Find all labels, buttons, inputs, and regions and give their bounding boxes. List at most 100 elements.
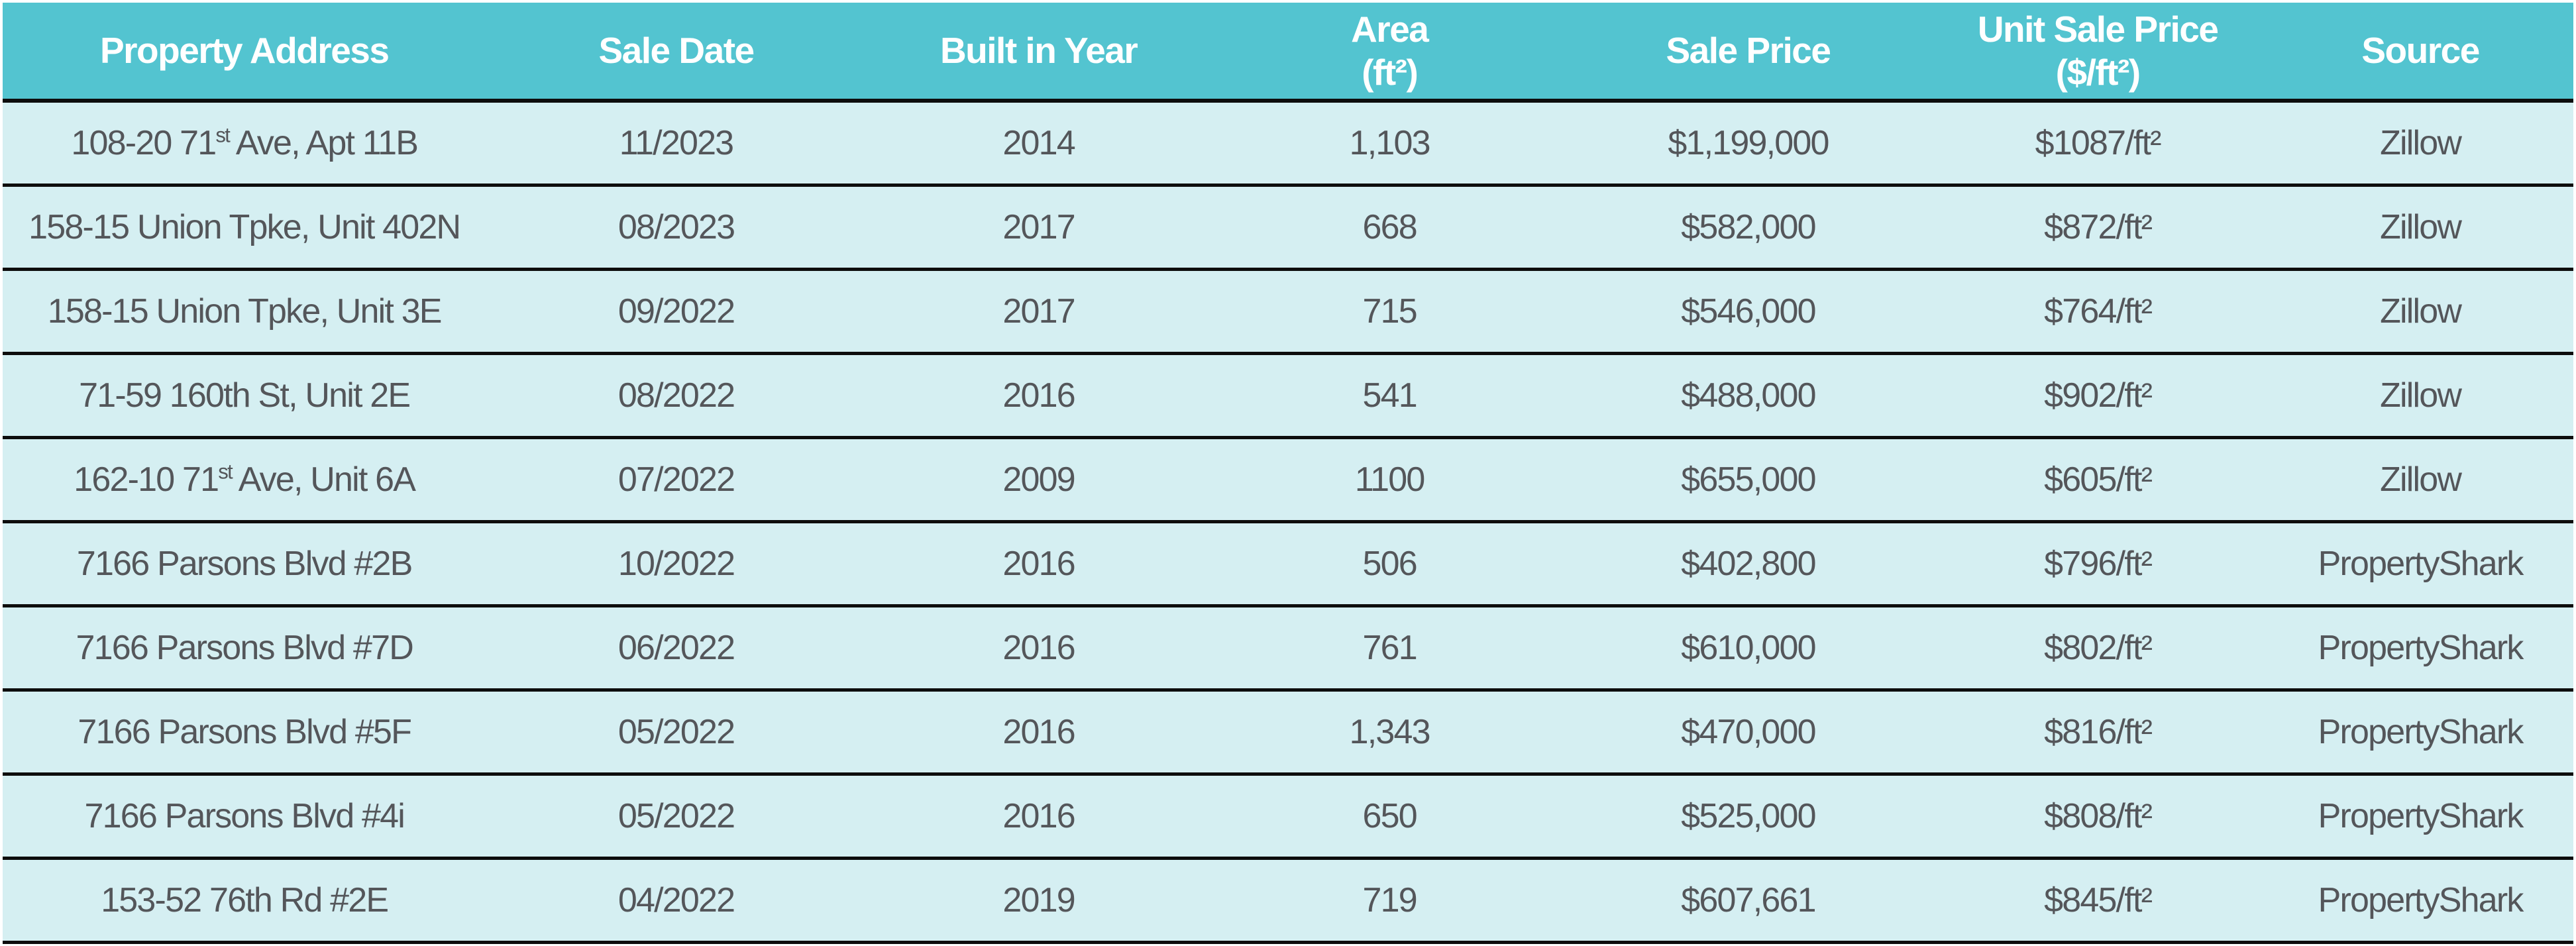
address-ordinal-superscript: st bbox=[215, 123, 230, 147]
cell-source: Zillow bbox=[2267, 101, 2573, 187]
cell-property-address: 108-20 71st Ave, Apt 11B bbox=[3, 101, 486, 187]
address-text: 7166 Parsons Blvd #2B bbox=[76, 545, 413, 583]
cell-sale-price: $655,000 bbox=[1568, 437, 1929, 523]
cell-built-in-year: 2016 bbox=[866, 521, 1211, 607]
cell-area: 761 bbox=[1210, 605, 1568, 692]
cell-unit-sale-price: $605/ft² bbox=[1928, 437, 2268, 523]
cell-source: PropertyShark bbox=[2267, 521, 2573, 607]
cell-property-address: 7166 Parsons Blvd #4i bbox=[3, 774, 486, 860]
cell-sale-date: 10/2022 bbox=[486, 521, 867, 607]
col-header-area: Area (ft²) bbox=[1210, 3, 1568, 103]
cell-area: 650 bbox=[1210, 774, 1568, 860]
table-row: 158-15 Union Tpke, Unit 402N 08/2023 201… bbox=[3, 185, 2573, 271]
cell-area: 1100 bbox=[1210, 437, 1568, 523]
cell-unit-sale-price: $872/ft² bbox=[1928, 185, 2268, 271]
col-header-label: Built in Year bbox=[939, 30, 1138, 72]
cell-unit-sale-price: $845/ft² bbox=[1928, 858, 2268, 944]
cell-area: 1,343 bbox=[1210, 690, 1568, 776]
cell-area: 1,103 bbox=[1210, 101, 1568, 187]
address-text: 158-15 Union Tpke, Unit 402N bbox=[28, 208, 461, 246]
col-header-sublabel: ($/ft²) bbox=[2055, 51, 2141, 93]
col-header-source: Source bbox=[2267, 3, 2573, 103]
cell-sale-price: $610,000 bbox=[1568, 605, 1929, 692]
cell-built-in-year: 2016 bbox=[866, 605, 1211, 692]
cell-sale-date: 08/2023 bbox=[486, 185, 867, 271]
cell-sale-date: 05/2022 bbox=[486, 774, 867, 860]
cell-sale-date: 05/2022 bbox=[486, 690, 867, 776]
cell-sale-price: $525,000 bbox=[1568, 774, 1929, 860]
cell-source: Zillow bbox=[2267, 353, 2573, 439]
address-text: 7166 Parsons Blvd #5F bbox=[78, 713, 412, 751]
address-text: 108-20 71 bbox=[71, 124, 217, 162]
col-header-label: Unit Sale Price bbox=[1977, 8, 2219, 50]
cell-source: Zillow bbox=[2267, 185, 2573, 271]
property-comps-table: Property Address Sale Date Built in Year… bbox=[3, 3, 2573, 944]
table-row: 108-20 71st Ave, Apt 11B 11/2023 2014 1,… bbox=[3, 101, 2573, 187]
cell-unit-sale-price: $796/ft² bbox=[1928, 521, 2268, 607]
cell-property-address: 7166 Parsons Blvd #2B bbox=[3, 521, 486, 607]
address-text: 153-52 76th Rd #2E bbox=[101, 881, 389, 920]
col-header-label: Source bbox=[2361, 30, 2480, 72]
address-text: 162-10 71 bbox=[74, 460, 219, 499]
cell-sale-date: 07/2022 bbox=[486, 437, 867, 523]
table-row: 7166 Parsons Blvd #5F 05/2022 2016 1,343… bbox=[3, 690, 2573, 776]
col-header-label: Property Address bbox=[99, 30, 390, 72]
cell-area: 719 bbox=[1210, 858, 1568, 944]
cell-area: 668 bbox=[1210, 185, 1568, 271]
col-header-sublabel: (ft²) bbox=[1362, 51, 1419, 93]
cell-source: Zillow bbox=[2267, 269, 2573, 355]
cell-sale-date: 04/2022 bbox=[486, 858, 867, 944]
table-row: 162-10 71st Ave, Unit 6A 07/2022 2009 11… bbox=[3, 437, 2573, 523]
cell-sale-price: $582,000 bbox=[1568, 185, 1929, 271]
col-header-sale-price: Sale Price bbox=[1568, 3, 1929, 103]
table-row: 71-59 160th St, Unit 2E 08/2022 2016 541… bbox=[3, 353, 2573, 439]
table-row: 7166 Parsons Blvd #7D 06/2022 2016 761 $… bbox=[3, 605, 2573, 692]
cell-sale-price: $402,800 bbox=[1568, 521, 1929, 607]
col-header-property-address: Property Address bbox=[3, 3, 486, 103]
cell-unit-sale-price: $802/ft² bbox=[1928, 605, 2268, 692]
cell-source: Zillow bbox=[2267, 437, 2573, 523]
cell-sale-price: $488,000 bbox=[1568, 353, 1929, 439]
address-text: 7166 Parsons Blvd #4i bbox=[84, 797, 405, 835]
cell-sale-date: 09/2022 bbox=[486, 269, 867, 355]
cell-sale-price: $470,000 bbox=[1568, 690, 1929, 776]
cell-area: 541 bbox=[1210, 353, 1568, 439]
cell-area: 715 bbox=[1210, 269, 1568, 355]
cell-sale-price: $546,000 bbox=[1568, 269, 1929, 355]
cell-property-address: 158-15 Union Tpke, Unit 402N bbox=[3, 185, 486, 271]
cell-built-in-year: 2014 bbox=[866, 101, 1211, 187]
cell-built-in-year: 2017 bbox=[866, 269, 1211, 355]
cell-source: PropertyShark bbox=[2267, 605, 2573, 692]
cell-unit-sale-price: $808/ft² bbox=[1928, 774, 2268, 860]
col-header-sale-date: Sale Date bbox=[486, 3, 867, 103]
cell-property-address: 71-59 160th St, Unit 2E bbox=[3, 353, 486, 439]
cell-unit-sale-price: $764/ft² bbox=[1928, 269, 2268, 355]
cell-unit-sale-price: $816/ft² bbox=[1928, 690, 2268, 776]
cell-built-in-year: 2016 bbox=[866, 774, 1211, 860]
col-header-label: Area bbox=[1351, 8, 1429, 50]
table-row: 7166 Parsons Blvd #4i 05/2022 2016 650 $… bbox=[3, 774, 2573, 860]
header-row: Property Address Sale Date Built in Year… bbox=[3, 3, 2573, 103]
cell-built-in-year: 2016 bbox=[866, 690, 1211, 776]
address-text: 158-15 Union Tpke, Unit 3E bbox=[47, 292, 443, 331]
col-header-unit-sale-price: Unit Sale Price ($/ft²) bbox=[1928, 3, 2268, 103]
col-header-label: Sale Date bbox=[598, 30, 755, 72]
cell-sale-date: 06/2022 bbox=[486, 605, 867, 692]
cell-property-address: 162-10 71st Ave, Unit 6A bbox=[3, 437, 486, 523]
cell-built-in-year: 2019 bbox=[866, 858, 1211, 944]
cell-property-address: 153-52 76th Rd #2E bbox=[3, 858, 486, 944]
table-row: 158-15 Union Tpke, Unit 3E 09/2022 2017 … bbox=[3, 269, 2573, 355]
cell-built-in-year: 2009 bbox=[866, 437, 1211, 523]
cell-source: PropertyShark bbox=[2267, 858, 2573, 944]
address-text: 71-59 160th St, Unit 2E bbox=[79, 376, 411, 415]
cell-property-address: 7166 Parsons Blvd #5F bbox=[3, 690, 486, 776]
address-text: 7166 Parsons Blvd #7D bbox=[76, 629, 413, 667]
cell-property-address: 7166 Parsons Blvd #7D bbox=[3, 605, 486, 692]
cell-built-in-year: 2017 bbox=[866, 185, 1211, 271]
cell-sale-date: 11/2023 bbox=[486, 101, 867, 187]
address-text-rest: Ave, Apt 11B bbox=[229, 124, 419, 162]
cell-area: 506 bbox=[1210, 521, 1568, 607]
table-row: 7166 Parsons Blvd #2B 10/2022 2016 506 $… bbox=[3, 521, 2573, 607]
cell-property-address: 158-15 Union Tpke, Unit 3E bbox=[3, 269, 486, 355]
